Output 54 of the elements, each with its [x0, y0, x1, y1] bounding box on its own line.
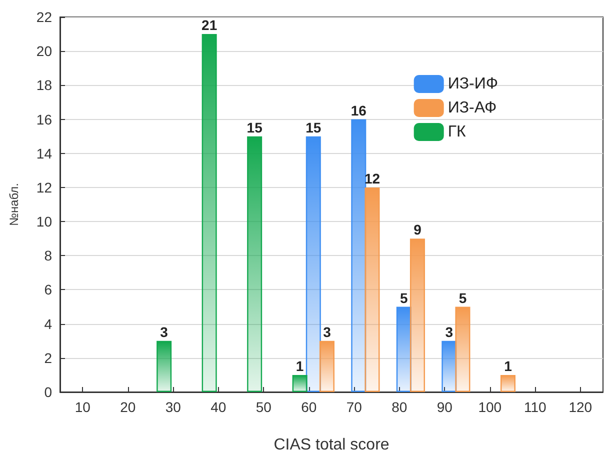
x-tick-label: 20 — [120, 399, 136, 415]
x-tick-label: 50 — [256, 399, 272, 415]
y-tick-label: 10 — [36, 214, 52, 230]
x-tick-label: 120 — [568, 399, 592, 415]
x-tick-label: 70 — [346, 399, 362, 415]
y-axis-title: №набл. — [7, 183, 21, 226]
bar — [396, 306, 412, 392]
y-tick-label: 8 — [44, 248, 52, 264]
data-label: 1 — [296, 358, 304, 374]
x-tick-label: 30 — [165, 399, 182, 415]
data-label: 5 — [400, 290, 408, 306]
data-label: 15 — [246, 119, 263, 136]
x-tick-label: 80 — [392, 399, 408, 415]
x-axis-title: CIAS total score — [274, 436, 390, 454]
legend-label: ИЗ-ИФ — [448, 76, 498, 92]
bar — [500, 374, 516, 392]
y-tick-label: 16 — [36, 111, 52, 128]
data-label: 1 — [504, 358, 512, 374]
data-label: 15 — [306, 119, 322, 136]
x-tick-label: 110 — [524, 399, 546, 415]
y-tick-label: 4 — [44, 316, 52, 332]
y-tick-label: 12 — [36, 179, 52, 196]
bar — [364, 187, 380, 392]
data-label: 9 — [414, 222, 422, 238]
bar — [156, 340, 172, 392]
bar — [319, 340, 334, 392]
y-tick-label: 18 — [36, 77, 52, 94]
y-tick-label: 22 — [36, 9, 52, 25]
data-label: 3 — [323, 324, 332, 340]
bar — [442, 340, 457, 392]
legend-label: ИЗ-АФ — [448, 100, 497, 116]
bar — [292, 374, 308, 392]
x-tick-label: 90 — [436, 399, 453, 415]
y-tick-label: 20 — [36, 43, 52, 60]
bar — [247, 136, 262, 392]
legend-label: ГК — [448, 124, 467, 140]
data-label: 21 — [202, 17, 218, 34]
bar — [306, 136, 321, 392]
data-label: 16 — [350, 102, 367, 118]
bar — [455, 306, 470, 392]
data-label: 3 — [445, 324, 454, 340]
y-tick-label: 6 — [44, 282, 52, 298]
x-tick-label: 40 — [210, 399, 226, 415]
x-tick-label: 100 — [478, 399, 502, 415]
y-tick-label: 0 — [44, 384, 52, 400]
y-tick-label: 14 — [36, 145, 52, 162]
y-tick-label: 2 — [44, 350, 52, 366]
x-tick-label: 60 — [301, 399, 317, 415]
bar — [410, 238, 425, 392]
data-label: 3 — [160, 324, 168, 340]
bar — [202, 34, 217, 392]
data-label: 5 — [458, 290, 467, 306]
x-tick-label: 10 — [74, 399, 91, 415]
bar — [351, 119, 366, 392]
